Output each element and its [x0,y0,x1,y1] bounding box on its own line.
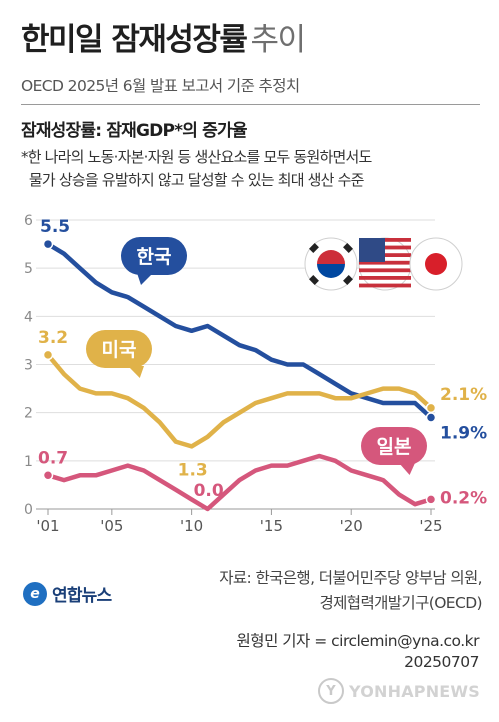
y-tick-label: 3 [24,358,33,374]
series-bubble-tail-korea [137,273,153,285]
x-tick-label: '20 [340,517,363,535]
series-bubble-korea [121,237,187,275]
watermark-icon: Y [318,678,344,704]
series-bubble-japan [361,427,427,465]
data-label-us-min: 1.3 [178,460,208,480]
y-tick-label: 0 [24,502,33,518]
header-divider [21,104,480,105]
usa-flag-stripe [359,268,411,273]
x-tick-label: '10 [180,517,203,535]
series-line-한국 [45,241,434,420]
usa-flag-stripe [359,276,411,280]
korea-flag-trigram [343,243,353,253]
x-tick-label: '05 [100,517,123,535]
korea-flag-trigram [309,243,319,253]
y-tick-label: 4 [24,309,33,325]
korea-flag-trigram [343,275,353,285]
page-subtitle: OECD 2025년 6월 발표 보고서 기준 추정치 [21,77,300,95]
series-bubble-tail-japan [399,463,415,475]
page-title-suffix: 추이 [250,22,306,58]
series-line-미국 [45,352,434,449]
y-tick-label: 1 [24,454,33,470]
yonhap-logo: e 연합뉴스 [23,581,112,606]
series-name-korea: 한국 [137,246,172,268]
series-point-미국 [42,349,54,361]
reporter-credit: 원형민 기자 = circlemin@yna.co.kr 20250707 [236,632,480,671]
data-label-japan-end: 0.2% [440,488,487,508]
definition-note: *한 나라의 노동·자본·자원 등 생산요소를 모두 동원하면서도 물가 상승을… [21,148,372,189]
definition-heading: 잠재성장률: 잠재GDP*의 증가율 [21,121,248,141]
y-tick-label: 2 [24,406,33,422]
data-label-japan-start: 0.7 [38,448,68,468]
yonhap-logo-icon: e [23,581,47,606]
japan-flag-disc [425,253,447,275]
series-point-한국 [42,238,54,250]
data-label-us-start: 3.2 [38,328,68,348]
series-point-일본 [42,470,54,481]
source-note: 자료: 한국은행, 더불어민주당 양부남 의원, 경제협력개발기구(OECD) [219,569,482,612]
series-point-미국 [425,402,437,414]
data-label-japan-min: 0.0 [194,481,224,501]
data-label-us-end: 2.1% [440,385,487,405]
series-point-일본 [425,494,437,505]
series-name-us: 미국 [102,339,137,361]
series-bubble-us [86,330,152,368]
usa-flag-canton [359,238,385,262]
data-label-korea-start: 5.5 [40,217,70,237]
series-name-japan: 일본 [377,436,412,458]
x-tick-label: '25 [419,517,442,535]
usa-flag-stripe [359,260,411,265]
korea-flag-trigram [309,275,319,285]
y-tick-label: 6 [24,213,33,229]
series-point-한국 [425,412,437,423]
watermark: Y YONHAPNEWS [318,678,480,704]
page-title: 한미일 잠재성장률 추이 [21,22,306,58]
korea-flag-taeguk-blue [317,264,345,278]
usa-flag-stripe [359,283,411,288]
korea-flag-taeguk-red [317,250,345,264]
series-line-일본 [45,453,434,512]
yonhap-logo-text: 연합뉴스 [52,586,112,606]
series-bubble-tail-us [128,366,144,378]
watermark-text: YONHAPNEWS [349,681,480,701]
y-tick-label: 5 [24,261,33,277]
x-tick-label: '15 [260,517,283,535]
x-tick-label: '01 [36,517,59,535]
data-label-korea-end: 1.9% [440,423,487,443]
